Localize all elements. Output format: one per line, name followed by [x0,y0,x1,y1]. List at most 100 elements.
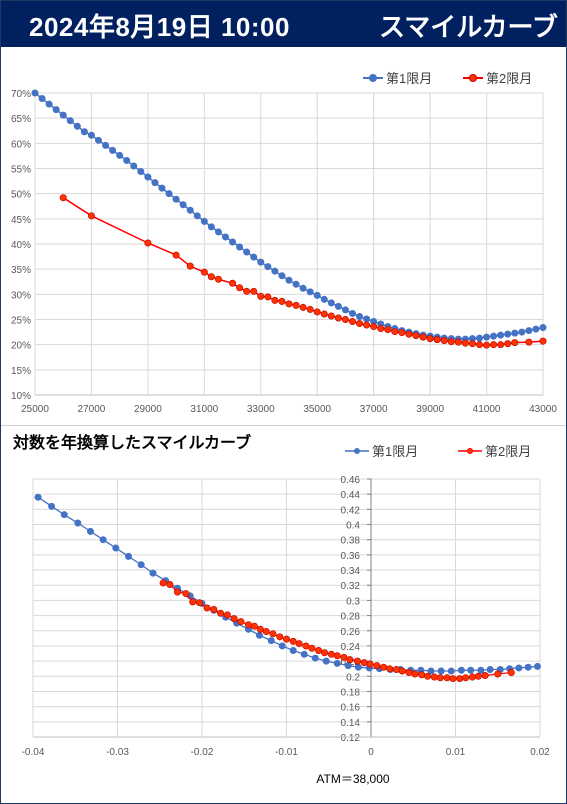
y-tick-label: 0.38 [341,536,361,547]
data-point-s2 [87,212,95,220]
x-tick-label: 0.01 [446,747,466,758]
data-point-s1 [271,267,279,275]
data-point-s1 [123,156,131,164]
data-point-s2 [398,329,406,337]
legend-marker-1 [354,448,360,454]
chart2-title: 対数を年換算したスマイルカーブ [13,435,252,452]
data-point-s1 [467,666,475,674]
data-point-s2 [539,337,547,345]
y-tick-label: 70% [11,89,31,100]
y-tick-label: 25% [11,316,31,327]
data-point-s2 [278,297,286,305]
data-point-s2 [346,656,354,664]
y-tick-label: 45% [11,215,31,226]
data-point-s1 [525,327,533,335]
data-point-s2 [229,279,237,287]
data-point-s2 [468,673,476,681]
data-point-s1 [490,332,498,340]
data-point-s1 [66,117,74,125]
series-line-2 [62,197,544,346]
data-point-s2 [159,579,167,587]
data-point-s2 [144,239,152,247]
data-point-s1 [214,228,222,236]
y-tick-label: 10% [11,391,31,402]
data-point-s1 [475,334,483,342]
data-point-s2 [217,609,225,617]
y-tick-label: 0.42 [341,505,361,516]
x-tick-label: 33000 [247,404,275,415]
data-point-s2 [236,284,244,292]
data-point-s1 [95,136,103,144]
data-point-s1 [59,111,67,119]
data-point-s2 [256,625,264,633]
data-point-s2 [210,606,218,614]
data-point-s1 [300,650,308,658]
data-point-s2 [182,590,190,598]
x-tick-label: 29000 [134,404,162,415]
data-point-s2 [257,292,265,300]
data-point-s1 [87,131,95,139]
data-point-s1 [437,667,445,675]
y-tick-label: 55% [11,165,31,176]
data-point-s2 [430,673,438,681]
data-point-s1 [427,667,435,675]
data-point-s2 [276,633,284,641]
x-tick-label: 31000 [190,404,218,415]
data-point-s2 [166,580,174,588]
data-point-s2 [490,341,498,349]
data-point-s2 [419,333,427,341]
data-point-s2 [327,312,335,320]
data-point-s1 [179,201,187,209]
data-point-s2 [186,262,194,270]
data-point-s2 [386,665,394,673]
data-point-s1 [333,659,341,667]
y-tick-label: 0.24 [341,642,361,653]
data-point-s1 [344,662,352,670]
data-point-s1 [267,637,275,645]
data-point-s1 [306,288,314,296]
data-point-s1 [74,519,82,527]
data-point-s1 [80,128,88,136]
data-point-s2 [475,341,483,349]
data-point-s1 [327,299,335,307]
data-point-s2 [313,308,321,316]
data-point-s2 [269,630,277,638]
data-point-s1 [539,324,547,332]
data-point-s2 [340,653,348,661]
data-point-s1 [354,663,362,671]
data-point-s1 [320,295,328,303]
data-point-s1 [341,306,349,314]
y-tick-label: 0.16 [341,703,361,714]
data-point-s1 [278,642,286,650]
y-tick-label: 0.3 [346,596,360,607]
data-point-s1 [518,328,526,336]
data-point-s2 [292,301,300,309]
y-tick-label: 15% [11,366,31,377]
data-point-s2 [315,646,323,654]
data-point-s2 [289,637,297,645]
data-point-s1 [116,151,124,159]
y-tick-label: 40% [11,240,31,251]
data-point-s1 [348,309,356,317]
data-point-s2 [334,314,342,322]
data-point-s1 [447,667,455,675]
data-point-s2 [243,287,251,295]
data-point-s1 [278,272,286,280]
y-tick-label: 50% [11,190,31,201]
legend-marker-1 [369,74,377,82]
data-point-s2 [405,669,413,677]
data-point-s1 [112,544,120,552]
data-point-s1 [222,233,230,241]
data-point-s1 [144,173,152,181]
data-point-s2 [392,665,400,673]
x-tick-label: 43000 [529,404,557,415]
data-point-s1 [322,657,330,665]
x-tick-label: 35000 [303,404,331,415]
data-point-s2 [333,652,341,660]
x-tick-label: 37000 [360,404,388,415]
data-point-s2 [327,650,335,658]
data-point-s1 [52,106,60,114]
data-point-s1 [264,263,272,271]
y-tick-label: 0.28 [341,612,361,623]
data-point-s2 [214,275,222,283]
